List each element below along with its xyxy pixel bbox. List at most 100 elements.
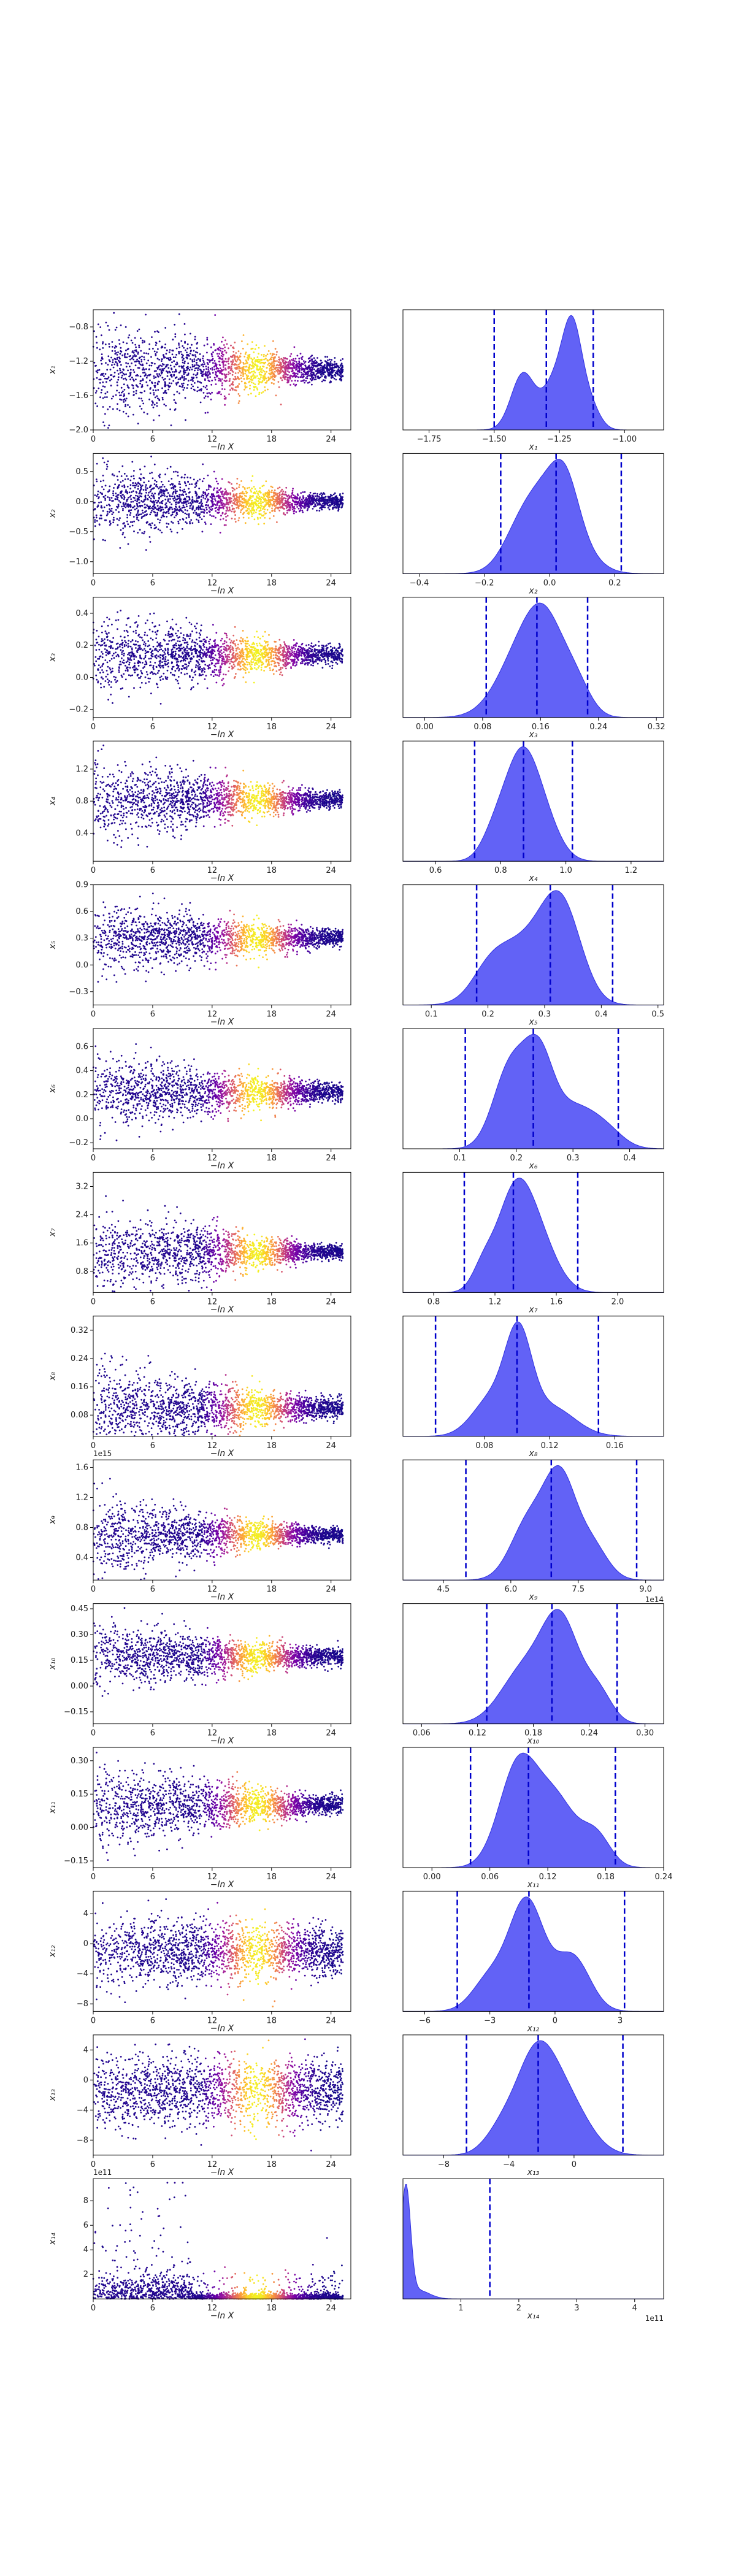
scatter-point	[196, 367, 198, 369]
scatter-point	[273, 493, 275, 495]
scatter-point	[256, 356, 259, 358]
scatter-point	[116, 475, 118, 478]
scatter-point	[227, 360, 229, 362]
scatter-point	[171, 353, 174, 356]
scatter-point	[315, 500, 317, 502]
scatter-point	[183, 386, 185, 389]
scatter-point	[158, 494, 160, 496]
scatter-point	[234, 342, 236, 343]
scatter-point	[301, 357, 302, 359]
scatter-point	[222, 348, 224, 350]
scatter-point	[199, 353, 201, 355]
scatter-point	[131, 342, 134, 344]
scatter-point	[204, 412, 207, 414]
scatter-point	[148, 364, 151, 367]
scatter-point	[202, 511, 204, 513]
scatter-point	[175, 376, 178, 378]
scatter-point	[291, 369, 294, 372]
scatter-point	[178, 344, 180, 346]
scatter-point	[216, 375, 218, 377]
scatter-point	[171, 511, 174, 513]
scatter-point	[313, 368, 315, 370]
scatter-point	[281, 379, 283, 381]
scatter-point	[130, 494, 132, 497]
scatter-point	[204, 678, 206, 680]
scatter-point	[299, 499, 301, 502]
scatter-point	[210, 505, 212, 508]
scatter-point	[202, 505, 204, 508]
scatter-point	[126, 486, 129, 488]
scatter-point	[223, 507, 224, 510]
scatter-point	[202, 491, 204, 493]
scatter-point	[172, 491, 175, 493]
scatter-point	[182, 361, 184, 364]
scatter-point	[127, 543, 129, 545]
scatter-point	[232, 490, 234, 492]
scatter-point	[257, 494, 259, 496]
scatter-point	[288, 363, 290, 366]
scatter-point	[125, 378, 128, 381]
scatter-point	[326, 356, 329, 358]
x-tick-label: −0.4	[410, 578, 429, 588]
scatter-point	[295, 501, 297, 504]
scatter-point	[239, 662, 242, 664]
scatter-point	[117, 496, 118, 498]
scatter-point	[139, 513, 141, 516]
scatter-point	[275, 670, 278, 672]
scatter-point	[123, 378, 125, 380]
scatter-point	[283, 374, 285, 376]
scatter-point	[123, 645, 126, 648]
scatter-point	[153, 508, 155, 510]
scatter-point	[156, 351, 158, 353]
scatter-point	[200, 389, 202, 392]
scatter-point	[250, 358, 252, 359]
scatter-point	[209, 373, 211, 375]
scatter-point	[211, 355, 213, 358]
scatter-point	[171, 376, 173, 378]
scatter-point	[114, 498, 117, 500]
scatter-point	[220, 491, 222, 493]
scatter-point	[214, 498, 216, 500]
scatter-point	[136, 500, 138, 502]
scatter-point	[101, 640, 103, 643]
scatter-point	[314, 374, 316, 377]
scatter-point	[164, 343, 167, 345]
scatter-point	[145, 313, 147, 316]
scatter-point	[139, 364, 142, 366]
scatter-point	[104, 485, 107, 487]
scatter-point	[118, 391, 120, 394]
scatter-point	[176, 363, 178, 365]
scatter-point	[216, 487, 218, 489]
scatter-point	[228, 506, 231, 508]
scatter-point	[113, 347, 116, 349]
scatter-point	[259, 507, 262, 508]
scatter-point	[323, 497, 325, 499]
scatter-point	[236, 364, 238, 366]
scatter-point	[157, 528, 159, 531]
scatter-point	[191, 361, 194, 362]
scatter-point	[198, 488, 201, 489]
scatter-point	[212, 675, 215, 677]
scatter-point	[342, 493, 344, 494]
scatter-point	[267, 489, 270, 491]
scatter-point	[323, 493, 326, 495]
scatter-point	[135, 629, 137, 632]
scatter-point	[194, 367, 196, 370]
scatter-point	[126, 498, 129, 500]
scatter-point	[269, 505, 271, 508]
scatter-point	[121, 505, 123, 508]
scatter-panel-x1: 0 6 12 18 24−ln X−0.8−1.2−1.6−2.0x₁	[48, 309, 351, 452]
scatter-point	[331, 667, 333, 669]
scatter-point	[185, 655, 187, 657]
scatter-point	[204, 386, 207, 389]
scatter-point	[190, 332, 191, 335]
scatter-point	[217, 392, 218, 394]
scatter-point	[317, 377, 319, 379]
scatter-point	[178, 496, 181, 498]
scatter-point	[262, 508, 264, 510]
scatter-point	[251, 367, 254, 369]
scatter-point	[236, 639, 238, 641]
scatter-point	[102, 381, 104, 383]
scatter-point	[122, 399, 125, 401]
scatter-point	[104, 539, 106, 542]
